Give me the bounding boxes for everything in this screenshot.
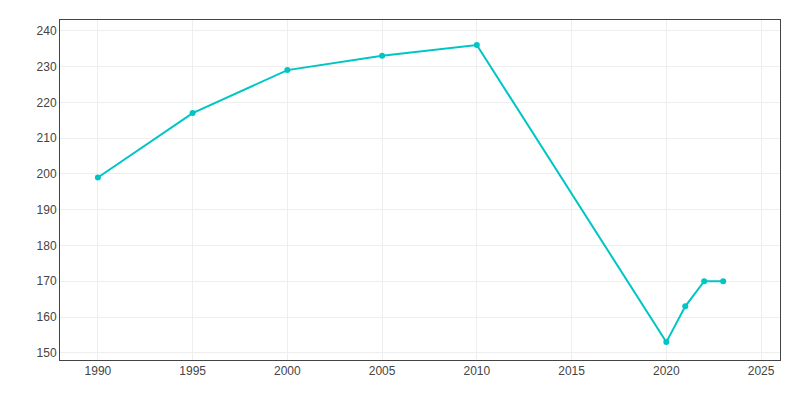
svg-text:2015: 2015: [558, 364, 585, 378]
svg-text:180: 180: [37, 239, 57, 253]
svg-text:190: 190: [37, 203, 57, 217]
svg-text:160: 160: [37, 310, 57, 324]
svg-text:2025: 2025: [748, 364, 775, 378]
svg-text:2000: 2000: [274, 364, 301, 378]
svg-text:2010: 2010: [463, 364, 490, 378]
svg-text:150: 150: [37, 346, 57, 360]
svg-text:1995: 1995: [179, 364, 206, 378]
svg-text:210: 210: [37, 131, 57, 145]
svg-text:2020: 2020: [653, 364, 680, 378]
svg-text:2005: 2005: [369, 364, 396, 378]
svg-text:1990: 1990: [85, 364, 112, 378]
svg-text:200: 200: [37, 167, 57, 181]
svg-text:230: 230: [37, 60, 57, 74]
svg-text:240: 240: [37, 24, 57, 38]
svg-text:170: 170: [37, 274, 57, 288]
svg-text:220: 220: [37, 96, 57, 110]
